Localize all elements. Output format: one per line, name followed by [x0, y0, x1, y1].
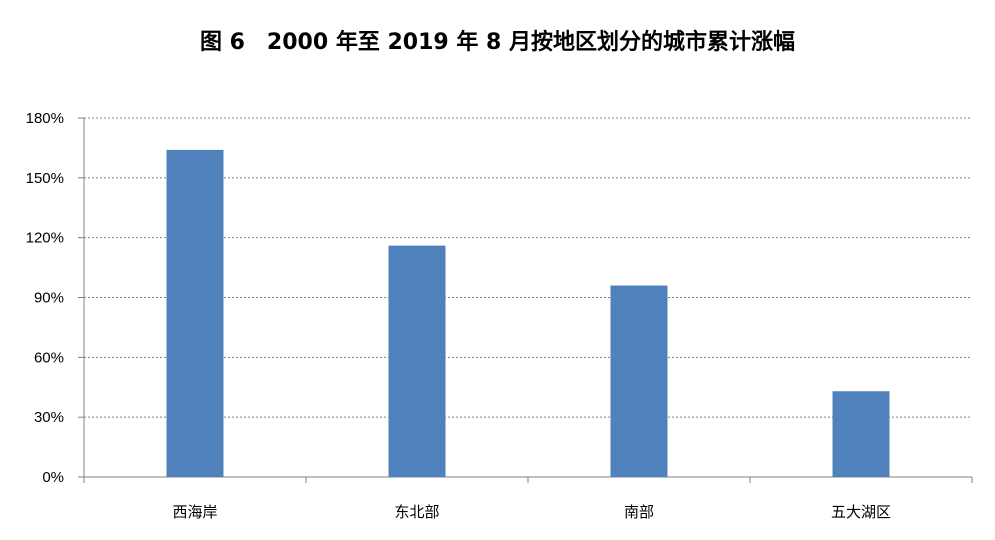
- bars: [166, 149, 890, 477]
- y-tick-label: 90%: [34, 290, 64, 307]
- bar: [832, 391, 890, 477]
- gridlines: [84, 117, 972, 418]
- bar: [388, 245, 446, 477]
- y-tick-label: 120%: [26, 230, 64, 247]
- x-tick-label: 南部: [624, 503, 654, 521]
- y-tick-label: 0%: [42, 469, 64, 486]
- x-tick-label: 东北部: [394, 503, 439, 521]
- x-axis-ticks: 西海岸 东北部 南部 五大湖区: [83, 477, 973, 521]
- y-tick-label: 180%: [26, 110, 64, 127]
- chart-title: 图 6 2000 年至 2019 年 8 月按地区划分的城市累计涨幅: [199, 30, 796, 55]
- y-tick-label: 30%: [34, 409, 64, 426]
- bar: [166, 149, 224, 477]
- x-tick-label: 五大湖区: [831, 503, 891, 521]
- y-tick-label: 60%: [34, 349, 64, 366]
- x-tick-label: 西海岸: [172, 503, 217, 521]
- y-axis-ticks: 0% 30% 60% 90% 120% 150% 180%: [26, 110, 84, 486]
- bar: [610, 285, 668, 477]
- y-tick-label: 150%: [26, 170, 64, 187]
